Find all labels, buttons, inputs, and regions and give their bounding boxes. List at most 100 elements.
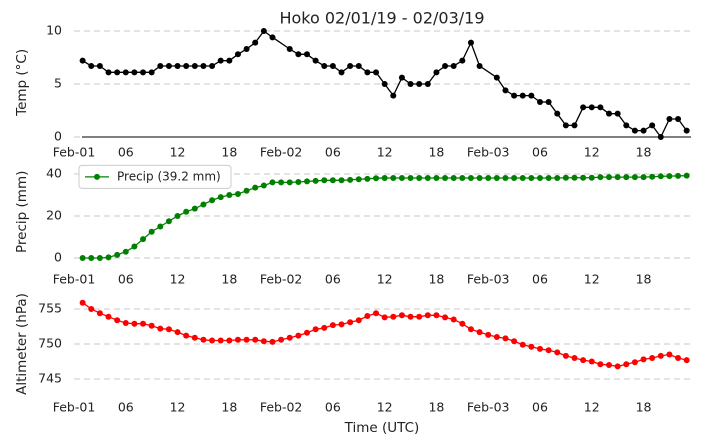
data-point (398, 74, 405, 81)
data-point (476, 174, 483, 181)
data-point (122, 248, 129, 255)
data-point (191, 62, 198, 69)
x-tick-label: 18 (428, 145, 444, 160)
data-point (666, 351, 673, 358)
data-point (416, 174, 423, 181)
data-point (183, 208, 190, 215)
data-point (338, 69, 345, 76)
data-point (623, 174, 630, 181)
x-tick-label: Feb-02 (260, 400, 303, 415)
data-point (528, 174, 535, 181)
data-point (312, 177, 319, 184)
x-tick-label: 18 (636, 272, 652, 287)
data-point (234, 336, 241, 343)
data-point (122, 320, 129, 326)
data-point (355, 176, 362, 183)
x-tick-label: 18 (428, 272, 444, 287)
data-point (96, 62, 103, 69)
data-point (683, 357, 690, 364)
x-tick-label: 18 (428, 400, 444, 415)
data-point (675, 172, 682, 179)
data-point (217, 337, 224, 344)
data-point (174, 329, 181, 336)
data-point (476, 62, 483, 69)
data-point (562, 352, 569, 359)
data-point (321, 62, 328, 69)
data-point (243, 46, 250, 53)
data-point (390, 92, 397, 99)
data-point (303, 178, 310, 185)
data-point (140, 320, 147, 327)
data-point (295, 178, 302, 185)
data-point (200, 201, 207, 208)
legend-marker (94, 173, 100, 180)
data-point (209, 197, 216, 204)
data-point (683, 172, 690, 179)
data-point (536, 99, 543, 106)
data-point (606, 362, 613, 368)
data-point (485, 331, 492, 338)
data-point (562, 174, 569, 181)
data-point (424, 80, 431, 87)
data-point (252, 336, 259, 343)
data-point (355, 62, 362, 69)
data-point (174, 213, 181, 219)
data-point (433, 312, 440, 319)
chart-title: Hoko 02/01/19 - 02/03/19 (279, 9, 484, 28)
data-point (165, 62, 172, 69)
data-point (200, 62, 207, 69)
data-point (105, 69, 112, 76)
data-point (131, 320, 138, 327)
data-point (424, 174, 431, 181)
data-point (450, 174, 457, 181)
data-point (623, 361, 630, 368)
x-tick-label: 06 (532, 272, 548, 287)
x-tick-label: 06 (325, 145, 341, 160)
data-point (260, 338, 267, 345)
data-point (148, 228, 155, 235)
data-point (562, 122, 569, 129)
data-point (347, 176, 354, 183)
data-point (554, 349, 561, 356)
data-point (321, 177, 328, 184)
data-point (631, 174, 638, 181)
data-point (450, 62, 457, 69)
data-point (79, 255, 86, 261)
data-point (234, 51, 241, 58)
data-point (390, 174, 397, 181)
data-point (338, 177, 345, 184)
data-point (442, 62, 449, 69)
data-point (467, 174, 474, 181)
data-point (234, 190, 241, 197)
data-point (148, 322, 155, 329)
x-tick-label: 12 (170, 272, 186, 287)
x-tick-label: Feb-01 (53, 272, 96, 287)
y-tick-label: 10 (46, 22, 62, 37)
data-point (260, 27, 267, 34)
data-point (355, 317, 362, 324)
data-point (252, 39, 259, 46)
data-point (278, 179, 285, 186)
data-point (321, 324, 328, 331)
data-point (217, 57, 224, 64)
data-point (450, 316, 457, 323)
data-point (226, 192, 233, 198)
data-point (657, 352, 664, 359)
data-point (476, 329, 483, 336)
data-point (286, 46, 293, 53)
data-point (364, 313, 371, 319)
data-point (467, 326, 474, 333)
data-point (597, 104, 604, 111)
data-point (571, 355, 578, 361)
data-point (338, 321, 345, 328)
data-point (536, 174, 543, 181)
data-point (114, 251, 121, 258)
data-point (347, 319, 354, 326)
data-point (131, 243, 138, 250)
x-tick-label: 06 (532, 145, 548, 160)
data-point (88, 306, 95, 312)
data-point (606, 174, 613, 181)
data-point (209, 337, 216, 344)
data-point (640, 174, 647, 181)
data-point (614, 174, 621, 181)
